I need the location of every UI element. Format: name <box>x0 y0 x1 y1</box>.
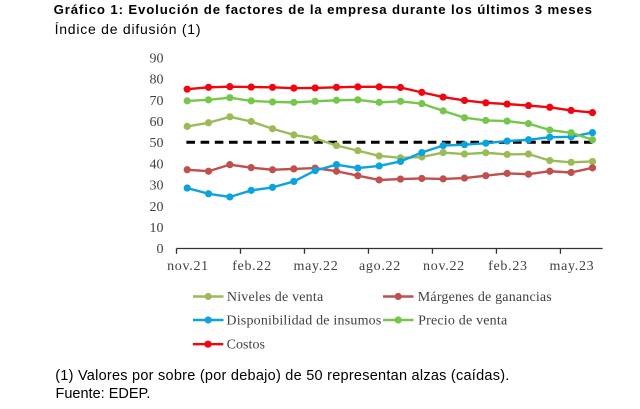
svg-text:20: 20 <box>150 200 164 215</box>
svg-text:70: 70 <box>150 94 164 109</box>
svg-text:may.23: may.23 <box>549 259 594 274</box>
svg-text:feb.23: feb.23 <box>488 259 528 274</box>
svg-text:Márgenes de ganancias: Márgenes de ganancias <box>418 290 552 305</box>
svg-text:Precio de venta: Precio de venta <box>418 313 508 328</box>
svg-text:50: 50 <box>150 136 164 151</box>
svg-text:nov.21: nov.21 <box>167 259 209 274</box>
svg-text:90: 90 <box>150 52 164 67</box>
svg-text:Niveles de venta: Niveles de venta <box>227 290 324 305</box>
svg-text:may.22: may.22 <box>294 259 339 274</box>
svg-text:feb.22: feb.22 <box>232 259 272 274</box>
svg-text:30: 30 <box>150 179 164 194</box>
svg-text:ago.22: ago.22 <box>359 259 401 274</box>
svg-text:0: 0 <box>157 242 164 257</box>
svg-text:Costos: Costos <box>227 338 265 353</box>
svg-text:80: 80 <box>150 73 164 88</box>
svg-text:10: 10 <box>150 221 164 236</box>
svg-text:nov.22: nov.22 <box>423 259 465 274</box>
svg-text:60: 60 <box>150 115 164 130</box>
svg-text:Disponibilidad de insumos: Disponibilidad de insumos <box>226 313 381 328</box>
svg-text:40: 40 <box>150 157 164 172</box>
